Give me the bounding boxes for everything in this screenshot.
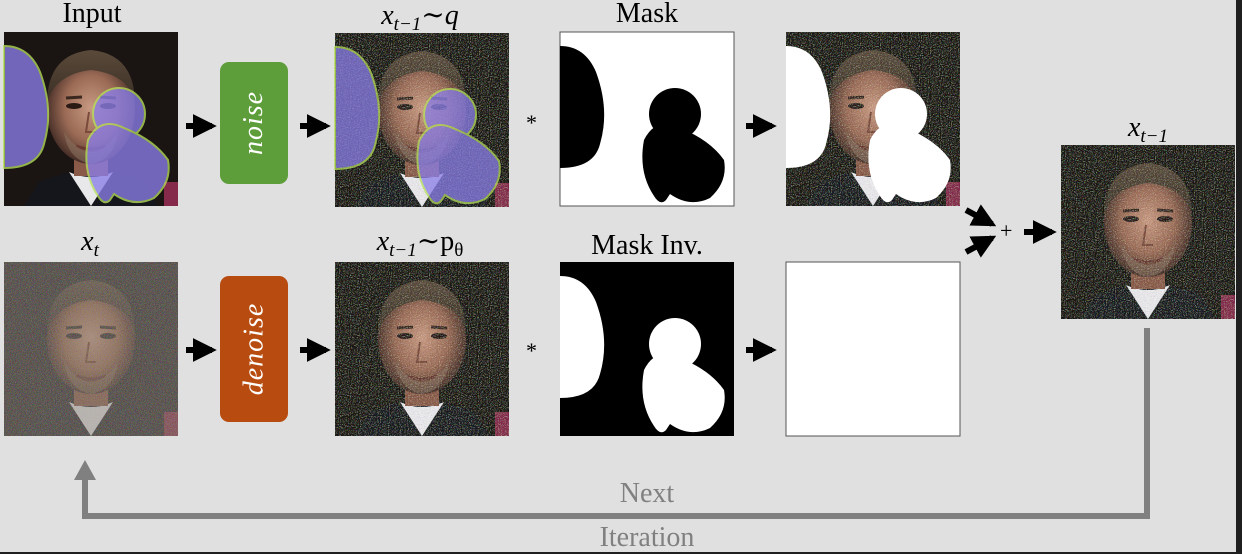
plus-operator: + [1000,218,1013,243]
arrow-bottom-to-plus [964,235,997,258]
mask-image [559,31,735,207]
xp-image [333,260,511,438]
masked-generated-image [785,261,961,437]
mask-label: Mask [615,0,679,29]
multiply-operator-top: * [526,110,537,135]
mask-inv-label: Mask Inv. [591,230,703,261]
noise-box: noise [220,62,288,184]
next-label: Next [619,478,675,509]
iteration-label: Iteration [599,522,695,553]
xt-label: xt [81,226,99,262]
next-iteration-loop-arrow [74,328,1150,519]
mask-inv-image [560,262,734,436]
flow-arrows [186,114,1057,362]
output-label: xt−1 [1127,112,1169,148]
xq-label: xt−1∼q [381,0,459,36]
output-image [1059,143,1237,321]
arrow-top-to-plus [964,204,997,227]
xp-label: xt−1∼pθ [376,226,464,262]
input-label: Input [62,0,122,29]
denoise-box: denoise [220,276,288,422]
multiply-operator-bottom: * [526,338,537,363]
input-image [2,30,180,208]
masked-known-image [784,30,962,208]
xt-noisy-image [2,260,180,438]
xq-image [333,31,511,209]
